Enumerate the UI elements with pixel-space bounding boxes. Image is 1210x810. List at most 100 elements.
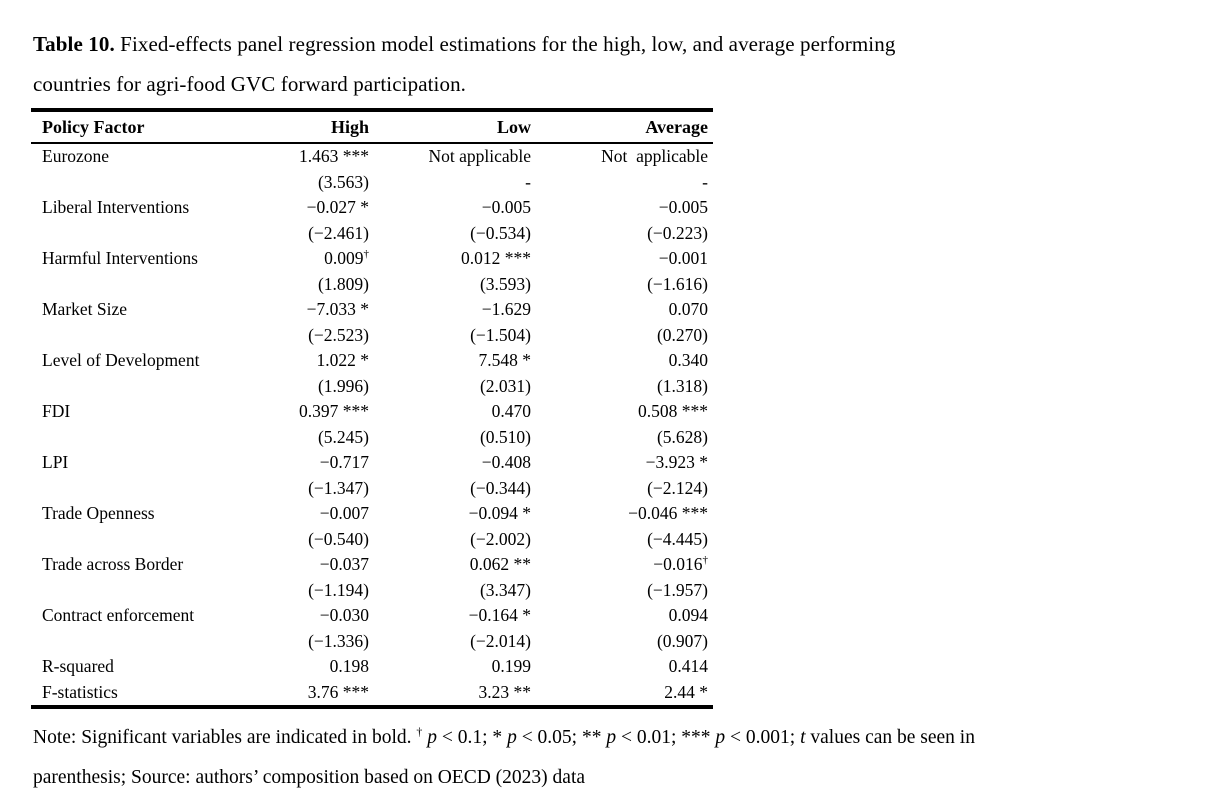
value-cell-average: −0.016†: [653, 554, 708, 574]
table-row: (5.245) (0.510) (5.628): [31, 425, 713, 451]
value-cell-low: −0.094 *: [468, 503, 531, 523]
table-note: Note: Significant variables are indicate…: [33, 718, 1184, 798]
value-cell-low: −0.005: [481, 197, 531, 217]
note-segment: < 0.01; ***: [616, 727, 716, 748]
value-cell-average: 0.508 ***: [638, 401, 708, 421]
value-cell-high: (−0.540): [308, 528, 369, 549]
value-cell-high: 1.022 *: [316, 350, 370, 370]
value-cell-high: 1.463 ***: [299, 146, 369, 166]
value-cell-average: (−4.445): [647, 528, 708, 549]
table-row: LPI −0.717 −0.408 −3.923 *: [31, 450, 713, 476]
note-line-1: Note: Significant variables are indicate…: [33, 726, 975, 749]
table-row: Trade across Border −0.037 0.062 ** −0.0…: [31, 552, 713, 578]
value-cell-high: (5.245): [317, 426, 369, 447]
factor-cell: Harmful Interventions: [42, 248, 198, 268]
value-cell-average: 0.414: [668, 656, 708, 676]
value-cell-low: (−2.002): [470, 528, 531, 549]
dagger-superscript: †: [363, 248, 370, 261]
table-row: Harmful Interventions 0.009† 0.012 *** −…: [31, 246, 713, 272]
note-segment: < 0.1; *: [437, 727, 508, 748]
note-line-2: parenthesis; Source: authors’ compositio…: [33, 767, 586, 788]
value-cell-low: −1.629: [481, 299, 531, 319]
table-row: F-statistics 3.76 *** 3.23 ** 2.44 *: [31, 680, 713, 708]
table-row: Trade Openness −0.007 −0.094 * −0.046 **…: [31, 501, 713, 527]
value-cell-high: −0.027 *: [306, 197, 369, 217]
value-cell-average: (5.628): [656, 426, 708, 447]
value-cell-high: (3.563): [317, 171, 369, 192]
value-cell-average: 0.070: [668, 299, 708, 319]
factor-cell: R-squared: [42, 656, 114, 676]
value-cell-high: (−1.336): [308, 630, 369, 651]
value-cell-low: (−1.504): [470, 324, 531, 345]
factor-cell: Market Size: [42, 299, 128, 319]
table-row: R-squared 0.198 0.199 0.414: [31, 654, 713, 680]
column-header-average: Average: [531, 110, 713, 144]
value-cell-low: 0.199: [491, 656, 531, 676]
value-cell-high: −0.007: [319, 503, 369, 523]
factor-cell: [31, 221, 246, 247]
factor-cell: [31, 578, 246, 604]
note-segment: values can be seen in: [805, 727, 975, 748]
regression-table: Policy Factor High Low Average Eurozone …: [31, 108, 713, 709]
factor-cell: Level of Development: [42, 350, 200, 370]
value-cell-average: −3.923 *: [645, 452, 708, 472]
value-cell-low: Not applicable: [428, 146, 531, 166]
note-segment: < 0.05; **: [516, 727, 607, 748]
value-cell-high: (−1.347): [308, 477, 369, 498]
factor-cell: [31, 374, 246, 400]
table-row: (−0.540) (−2.002) (−4.445): [31, 527, 713, 553]
value-cell-low: (0.510): [479, 426, 531, 447]
value-cell-high: −0.030: [319, 605, 369, 625]
factor-cell: [31, 170, 246, 196]
factor-cell: F-statistics: [42, 681, 118, 702]
note-segment: p: [715, 727, 726, 748]
factor-cell: Eurozone: [42, 146, 110, 166]
value-cell-average: −0.001: [658, 248, 708, 268]
value-cell-low: (3.593): [479, 273, 531, 294]
column-header-policy-factor: Policy Factor: [31, 110, 246, 144]
value-cell-average: (−2.124): [647, 477, 708, 498]
note-segment: < 0.001;: [725, 727, 801, 748]
table-row: Market Size −7.033 * −1.629 0.070: [31, 297, 713, 323]
value-cell-average: 0.340: [668, 350, 708, 370]
table-body: Eurozone 1.463 *** Not applicable Not ap…: [31, 143, 713, 707]
table-row: FDI 0.397 *** 0.470 0.508 ***: [31, 399, 713, 425]
factor-cell: [31, 527, 246, 553]
value-cell-high: −7.033 *: [306, 299, 369, 319]
value-cell-average: Not applicable: [601, 146, 708, 166]
value-cell-low: (2.031): [479, 375, 531, 396]
value-cell-average: (1.318): [656, 375, 708, 396]
table-row: Eurozone 1.463 *** Not applicable Not ap…: [31, 143, 713, 170]
note-segment: Note: Significant variables are indicate…: [33, 727, 417, 748]
value-cell-high: 0.009†: [324, 248, 370, 268]
factor-cell: LPI: [42, 452, 69, 472]
table-row: Contract enforcement −0.030 −0.164 * 0.0…: [31, 603, 713, 629]
value-cell-low: 3.23 **: [478, 681, 532, 702]
factor-cell: [31, 425, 246, 451]
note-segment: p: [427, 727, 438, 748]
value-cell-low: 0.062 **: [469, 554, 531, 574]
value-cell-high: −0.717: [319, 452, 369, 472]
table-caption-line2: countries for agri-food GVC forward part…: [33, 72, 467, 96]
table-row: Level of Development 1.022 * 7.548 * 0.3…: [31, 348, 713, 374]
table-row: (1.996) (2.031) (1.318): [31, 374, 713, 400]
factor-cell: Trade across Border: [42, 554, 184, 574]
factor-cell: Trade Openness: [42, 503, 155, 523]
table-row: (−1.347) (−0.344) (−2.124): [31, 476, 713, 502]
table-row: Liberal Interventions −0.027 * −0.005 −0…: [31, 195, 713, 221]
value-cell-high: (−1.194): [308, 579, 369, 600]
value-cell-average: −0.005: [658, 197, 708, 217]
factor-cell: [31, 629, 246, 655]
value-cell-high: (−2.523): [308, 324, 369, 345]
value-cell-average: 2.44 *: [664, 681, 708, 702]
table-caption: Table 10. Fixed-effects panel regression…: [33, 24, 1184, 104]
table-caption-number: Table 10.: [33, 32, 115, 56]
note-segment: p: [606, 727, 617, 748]
value-cell-low: (−2.014): [470, 630, 531, 651]
value-cell-high: (1.809): [317, 273, 369, 294]
table-row: (1.809) (3.593) (−1.616): [31, 272, 713, 298]
value-cell-average: (0.907): [656, 630, 708, 651]
value-cell-low: (3.347): [479, 579, 531, 600]
value-cell-high: (−2.461): [308, 222, 369, 243]
value-cell-average: (−0.223): [647, 222, 708, 243]
